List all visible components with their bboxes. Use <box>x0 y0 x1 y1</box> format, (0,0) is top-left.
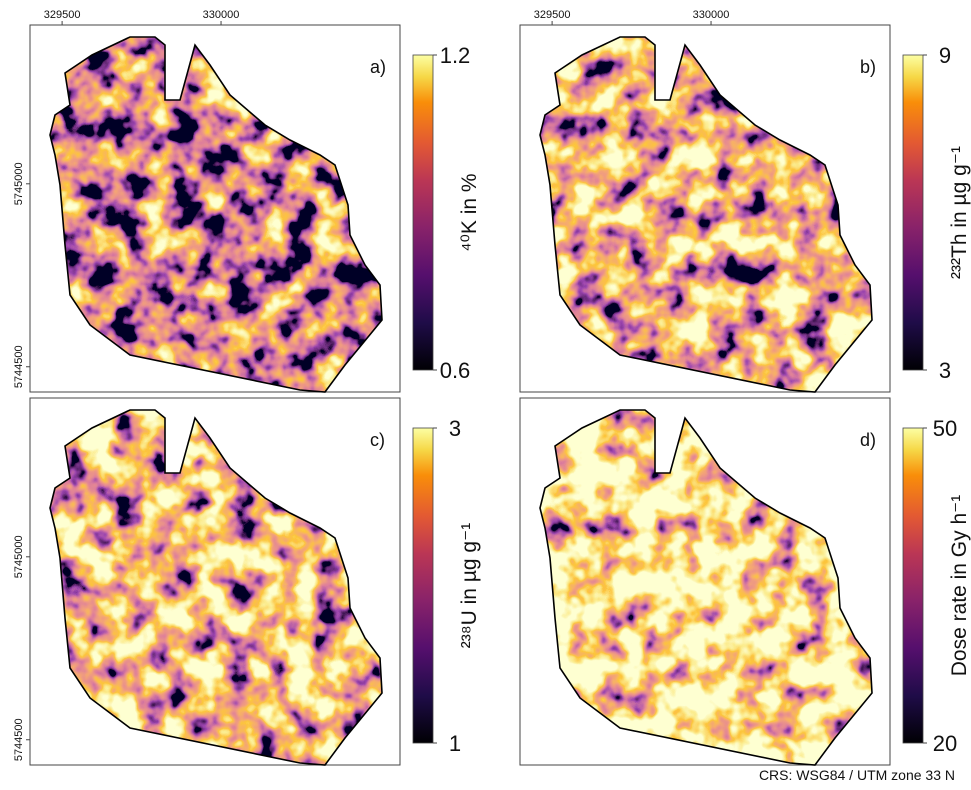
colorbar-title: ²³²Th in µg g⁻¹ <box>948 146 971 279</box>
field-boundary <box>49 409 383 766</box>
colorbar-tick-label: 20 <box>933 731 957 756</box>
colorbar <box>412 54 434 371</box>
colorbar-title: ²³⁸U in µg g⁻¹ <box>458 523 481 648</box>
x-tick-label: 330000 <box>693 9 730 21</box>
colorbar <box>902 54 924 371</box>
panel-label: d) <box>860 430 876 450</box>
colorbar-tick-label: 1 <box>449 731 461 756</box>
y-tick-label: 5744500 <box>13 718 25 761</box>
colorbar-tick-label: 50 <box>933 416 957 441</box>
colorbar-tick-label: 0.6 <box>440 358 471 383</box>
y-tick-label: 5745000 <box>13 535 25 578</box>
crs-note: CRS: WSG84 / UTM zone 33 N <box>759 767 955 783</box>
y-tick-label: 5745000 <box>13 162 25 205</box>
colorbar <box>412 427 434 744</box>
x-tick-label: 330000 <box>203 9 240 21</box>
panel-label: b) <box>860 57 876 77</box>
colorbar <box>902 427 924 744</box>
panel-label: c) <box>370 430 385 450</box>
colorbar-tick-label: 3 <box>939 358 951 383</box>
x-tick-label: 329500 <box>534 9 571 21</box>
field-boundary <box>539 36 873 393</box>
field-boundary <box>49 36 383 393</box>
panel-label: a) <box>370 57 386 77</box>
colorbar-tick-label: 3 <box>449 416 461 441</box>
colorbar-tick-label: 9 <box>939 43 951 68</box>
colorbar-title: Dose rate in Gy h⁻¹ <box>948 495 971 676</box>
y-tick-label: 5744500 <box>13 345 25 388</box>
x-tick-label: 329500 <box>44 9 81 21</box>
colorbar-tick-label: 1.2 <box>440 43 471 68</box>
field-boundary <box>539 409 873 766</box>
colorbar-title: ⁴⁰K in % <box>458 173 481 251</box>
